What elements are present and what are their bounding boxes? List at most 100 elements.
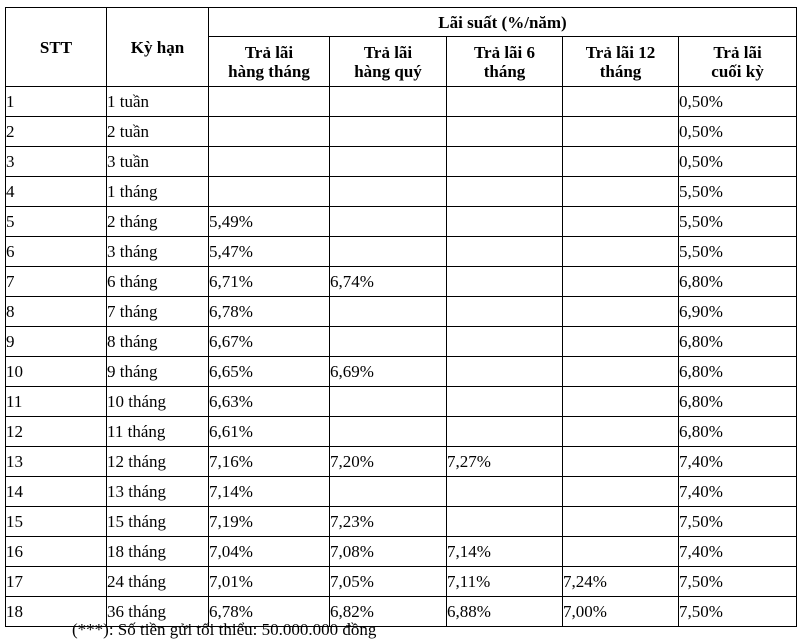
cell-end-of-term-rate: 5,50% (677, 176, 798, 207)
cell-end-of-term-rate: 7,40% (677, 536, 798, 567)
header-monthly: Trả lãi hàng tháng (208, 36, 330, 87)
header-six-month-line1: Trả lãi 6 (473, 42, 536, 62)
cell-term: 1 tháng (106, 176, 209, 207)
cell-monthly-rate: 5,47% (208, 236, 330, 267)
cell-monthly-rate (208, 146, 330, 177)
cell-six-month-rate (446, 266, 563, 297)
cell-quarterly-rate (329, 296, 447, 327)
cell-monthly-rate: 6,67% (208, 326, 330, 357)
cell-monthly-rate (208, 116, 330, 147)
cell-term: 8 tháng (106, 326, 209, 357)
cell-stt: 7 (5, 266, 107, 297)
cell-monthly-rate: 6,78% (208, 296, 330, 327)
cell-end-of-term-rate: 6,80% (677, 416, 798, 447)
cell-twelve-month-rate (562, 176, 679, 207)
cell-quarterly-rate (329, 176, 447, 207)
cell-end-of-term-rate: 0,50% (677, 116, 798, 147)
cell-end-of-term-rate: 7,40% (677, 446, 798, 477)
cell-end-of-term-rate: 7,50% (677, 506, 798, 537)
cell-term: 2 tháng (106, 206, 209, 237)
header-monthly-line1: Trả lãi (244, 42, 294, 62)
cell-six-month-rate: 6,88% (446, 596, 563, 627)
cell-end-of-term-rate: 5,50% (677, 206, 798, 237)
table-row: 13 12 tháng 7,16% 7,20% 7,27% 7,40% (5, 446, 798, 477)
header-quarterly-line2: hàng quý (354, 61, 422, 81)
cell-stt: 13 (5, 446, 107, 477)
table-row: 15 15 tháng 7,19% 7,23% 7,50% (5, 506, 798, 537)
cell-stt: 16 (5, 536, 107, 567)
cell-quarterly-rate (329, 476, 447, 507)
cell-six-month-rate (446, 476, 563, 507)
cell-monthly-rate: 6,63% (208, 386, 330, 417)
cell-twelve-month-rate (562, 296, 679, 327)
cell-stt: 14 (5, 476, 107, 507)
cell-twelve-month-rate (562, 356, 679, 387)
cell-six-month-rate (446, 206, 563, 237)
cell-twelve-month-rate (562, 416, 679, 447)
cell-end-of-term-rate: 6,80% (677, 326, 798, 357)
cell-twelve-month-rate (562, 446, 679, 477)
header-quarterly-line1: Trả lãi (363, 42, 413, 62)
cell-six-month-rate (446, 386, 563, 417)
cell-twelve-month-rate: 7,00% (562, 596, 679, 627)
header-stt: STT (5, 7, 107, 87)
table-row: 16 18 tháng 7,04% 7,08% 7,14% 7,40% (5, 536, 798, 567)
cell-stt: 15 (5, 506, 107, 537)
cell-six-month-rate (446, 176, 563, 207)
table-row: 10 9 tháng 6,65% 6,69% 6,80% (5, 356, 798, 387)
cell-quarterly-rate (329, 326, 447, 357)
cell-twelve-month-rate (562, 236, 679, 267)
cell-twelve-month-rate: 7,24% (562, 566, 679, 597)
table-row: 11 10 tháng 6,63% 6,80% (5, 386, 798, 417)
cell-six-month-rate (446, 116, 563, 147)
cell-monthly-rate: 6,71% (208, 266, 330, 297)
cell-end-of-term-rate: 6,80% (677, 356, 798, 387)
cell-stt: 12 (5, 416, 107, 447)
cell-end-of-term-rate: 0,50% (677, 86, 798, 117)
cell-term: 6 tháng (106, 266, 209, 297)
cell-term: 15 tháng (106, 506, 209, 537)
cell-six-month-rate (446, 296, 563, 327)
footnote-minimum-deposit: (***): Số tiền gửi tối thiểu: 50.000.000… (72, 620, 377, 639)
cell-six-month-rate (446, 326, 563, 357)
header-twelve-month-line1: Trả lãi 12 (585, 42, 656, 62)
cell-term: 7 tháng (106, 296, 209, 327)
cell-end-of-term-rate: 7,40% (677, 476, 798, 507)
table-row: 14 13 tháng 7,14% 7,40% (5, 476, 798, 507)
cell-term: 24 tháng (106, 566, 209, 597)
cell-term: 11 tháng (106, 416, 209, 447)
cell-end-of-term-rate: 0,50% (677, 146, 798, 177)
cell-quarterly-rate: 6,74% (329, 266, 447, 297)
cell-six-month-rate (446, 506, 563, 537)
cell-stt: 9 (5, 326, 107, 357)
cell-quarterly-rate: 7,20% (329, 446, 447, 477)
cell-quarterly-rate (329, 206, 447, 237)
cell-quarterly-rate (329, 386, 447, 417)
cell-twelve-month-rate (562, 536, 679, 567)
cell-six-month-rate (446, 146, 563, 177)
table-row: 12 11 tháng 6,61% 6,80% (5, 416, 798, 447)
cell-monthly-rate: 6,65% (208, 356, 330, 387)
cell-term: 3 tuần (106, 146, 209, 177)
cell-six-month-rate (446, 86, 563, 117)
cell-monthly-rate: 6,78% (208, 596, 330, 627)
cell-six-month-rate: 7,27% (446, 446, 563, 477)
cell-stt: 3 (5, 146, 107, 177)
cell-stt: 10 (5, 356, 107, 387)
cell-monthly-rate: 7,14% (208, 476, 330, 507)
cell-end-of-term-rate: 6,80% (677, 386, 798, 417)
table-row: 18 36 tháng 6,78% 6,82% 6,88% 7,00% 7,50% (5, 596, 798, 627)
cell-monthly-rate: 7,04% (208, 536, 330, 567)
cell-twelve-month-rate (562, 326, 679, 357)
cell-six-month-rate (446, 416, 563, 447)
header-term: Kỳ hạn (106, 7, 209, 87)
cell-monthly-rate: 7,19% (208, 506, 330, 537)
cell-quarterly-rate (329, 416, 447, 447)
cell-term: 13 tháng (106, 476, 209, 507)
